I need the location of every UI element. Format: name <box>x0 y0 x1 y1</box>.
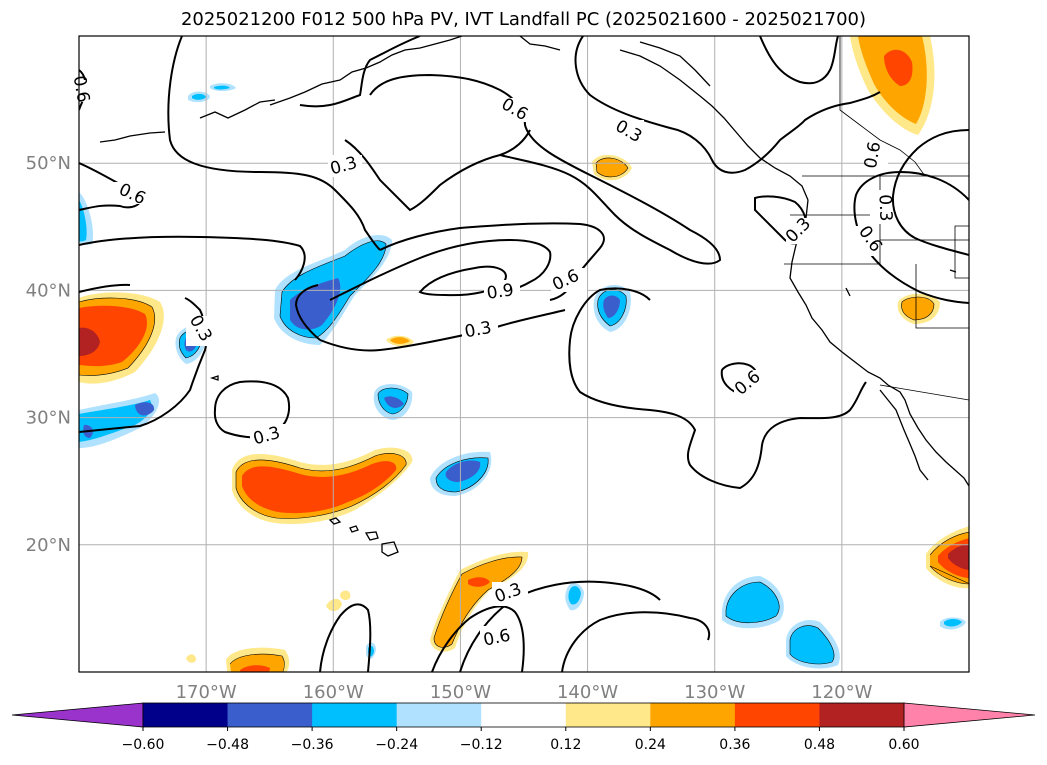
contour-line-layer <box>79 36 969 672</box>
negative-anomaly-region <box>944 619 962 627</box>
contour-line <box>79 283 131 293</box>
colorbar: −0.60 −0.48 −0.36 −0.24 −0.12 0.12 0.24 0.36 0.4… <box>11 702 1036 753</box>
contour-line <box>853 170 969 304</box>
positive-anomaly-region <box>242 461 397 514</box>
colorbar-segment <box>734 703 820 727</box>
colorbar-tick-label: 0.48 <box>804 737 835 753</box>
latitude-tick-label: 40°N <box>26 280 71 301</box>
negative-anomaly-region <box>603 295 620 318</box>
contour-line <box>167 36 381 251</box>
filled-anomaly-layer <box>79 36 969 672</box>
map-frame <box>78 35 970 673</box>
colorbar-segment <box>481 703 567 727</box>
colorbar-tick-label: 0.60 <box>888 737 919 753</box>
contour-line <box>294 284 321 341</box>
colorbar-tick-label: −0.48 <box>206 737 249 753</box>
colorbar-tick-label: −0.60 <box>122 737 165 753</box>
positive-anomaly-region <box>901 297 934 320</box>
positive-anomaly-region <box>230 654 285 672</box>
contour-line <box>79 297 208 433</box>
contour-label: 0.6 <box>69 74 93 104</box>
contour-line <box>431 605 525 672</box>
colorbar-tick-label: 0.12 <box>550 737 581 753</box>
contour-label: 0.9 <box>486 280 516 304</box>
colorbar-tick-label: 0.36 <box>719 737 750 753</box>
colorbar-extend-max <box>903 702 1036 728</box>
contour-line <box>79 235 306 281</box>
negative-anomaly-region <box>192 93 206 100</box>
longitude-tick-label: 140°W <box>557 682 618 703</box>
colorbar-segment <box>312 703 398 727</box>
positive-anomaly-region <box>79 327 100 356</box>
negative-anomaly-region <box>214 85 230 90</box>
latitude-labels: 50°N 40°N 30°N 20°N <box>26 153 71 556</box>
colorbar-tick-label: −0.12 <box>460 737 503 753</box>
contour-line <box>568 287 867 490</box>
contour-line <box>759 36 839 85</box>
contour-line <box>344 129 531 212</box>
contour-line <box>213 380 290 439</box>
anomaly-outline-layer <box>79 157 969 672</box>
contour-line <box>299 36 421 108</box>
contour-line <box>319 603 372 672</box>
positive-anomaly-region <box>948 544 969 570</box>
contour-label: 0.6 <box>861 140 885 170</box>
positive-anomaly-region <box>468 577 490 587</box>
negative-anomaly-region <box>445 460 481 482</box>
colorbar-tick-label: −0.36 <box>291 737 334 753</box>
map-gridlines <box>79 36 969 672</box>
contour-label: 0.3 <box>875 194 896 222</box>
contour-label: 0.3 <box>463 318 493 342</box>
colorbar-tick-label: −0.24 <box>375 737 418 753</box>
longitude-tick-label: 150°W <box>430 682 491 703</box>
contour-line <box>319 309 566 352</box>
longitude-labels: 170°W 160°W 150°W 140°W 130°W 120°W <box>176 682 873 703</box>
contour-line <box>891 129 969 256</box>
negative-anomaly-region <box>79 400 152 442</box>
coastline-layer <box>99 36 969 557</box>
contour-line <box>329 238 552 301</box>
positive-anomaly-region <box>186 654 196 663</box>
positive-anomaly-region <box>79 305 148 367</box>
colorbar-tick-label: 0.24 <box>635 737 666 753</box>
negative-anomaly-region <box>384 396 404 408</box>
positive-anomaly-region <box>434 556 522 648</box>
political-border-layer <box>784 36 969 401</box>
map-title: 2025021200 F012 500 hPa PV, IVT Landfall… <box>180 9 867 30</box>
colorbar-segment <box>565 703 651 727</box>
positive-anomaly-region <box>340 590 351 601</box>
positive-anomaly-region <box>390 337 410 344</box>
positive-anomaly-region <box>240 665 270 672</box>
negative-anomaly-region <box>135 402 155 416</box>
negative-anomaly-region <box>790 625 835 664</box>
longitude-tick-label: 120°W <box>811 682 872 703</box>
longitude-tick-label: 170°W <box>176 682 237 703</box>
colorbar-segment <box>227 703 313 727</box>
colorbar-segment <box>819 703 905 727</box>
colorbar-frame <box>142 702 905 728</box>
positive-anomaly-region <box>884 49 913 86</box>
positive-anomaly-region <box>326 598 342 612</box>
colorbar-segment <box>143 703 229 727</box>
contour-line <box>574 36 881 174</box>
negative-anomaly-region <box>568 586 581 605</box>
colorbar-segment <box>650 703 736 727</box>
latitude-tick-label: 50°N <box>26 153 71 174</box>
latitude-tick-label: 30°N <box>26 408 71 429</box>
longitude-tick-label: 130°W <box>684 682 745 703</box>
latitude-tick-label: 20°N <box>26 535 71 556</box>
longitude-tick-label: 160°W <box>303 682 364 703</box>
contour-line <box>79 162 142 211</box>
colorbar-segment <box>396 703 482 727</box>
contour-line <box>369 73 722 265</box>
colorbar-extend-min <box>11 702 144 728</box>
negative-anomaly-region <box>726 582 780 623</box>
contour-line <box>561 611 710 672</box>
